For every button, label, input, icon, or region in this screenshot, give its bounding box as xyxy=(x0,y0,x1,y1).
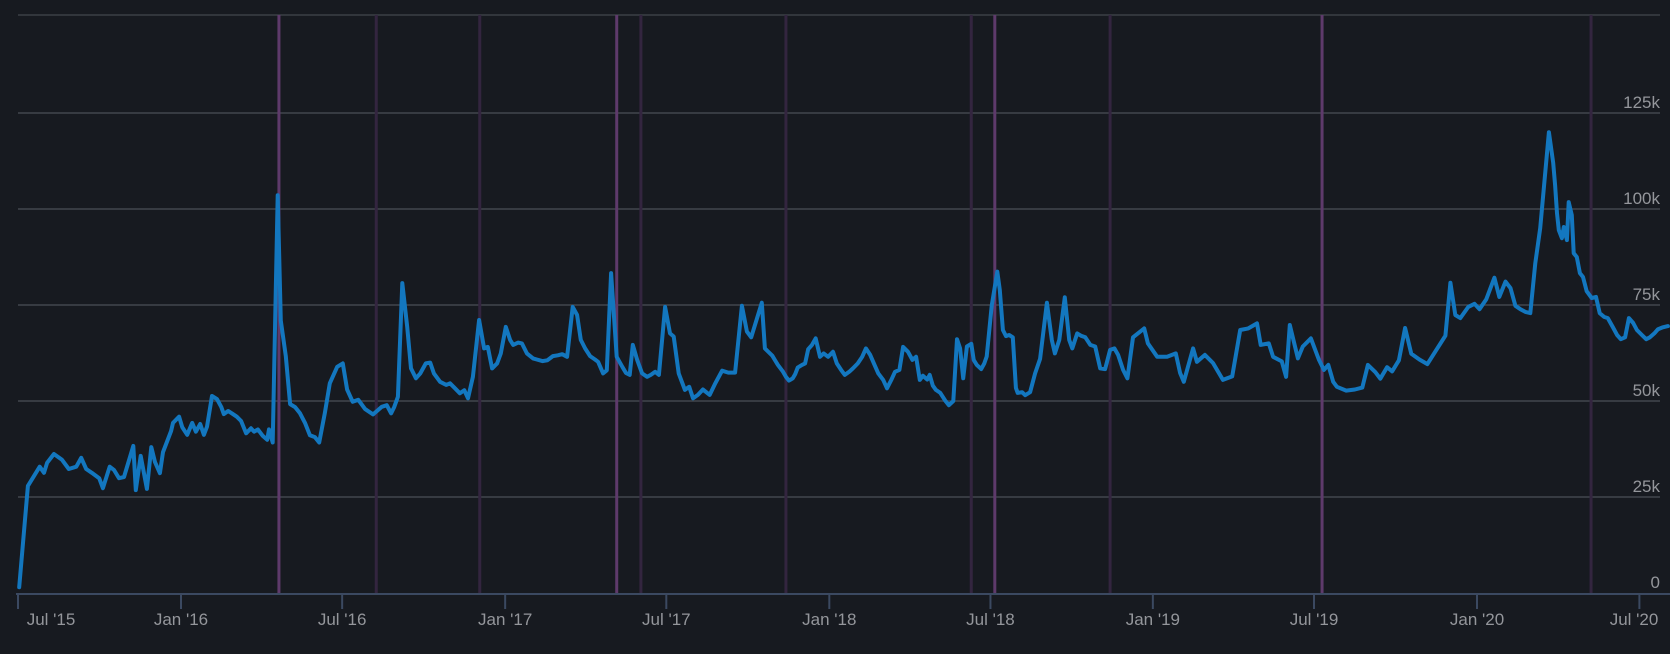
series-line-players xyxy=(17,130,1670,590)
x-axis-label: Jan '16 xyxy=(154,610,208,629)
plot-area[interactable] xyxy=(18,15,1660,594)
y-axis-label: 75k xyxy=(1633,285,1661,304)
x-axis-label: Jul '16 xyxy=(318,610,367,629)
y-axis-label: 100k xyxy=(1623,189,1660,208)
x-axis-label: Jul '17 xyxy=(642,610,691,629)
x-axis-label: Jan '18 xyxy=(802,610,856,629)
y-axis-label: 125k xyxy=(1623,93,1660,112)
x-axis-label: Jul '18 xyxy=(966,610,1015,629)
y-axis-label: 0 xyxy=(1651,573,1660,592)
x-axis-label: Jan '17 xyxy=(478,610,532,629)
y-axis-label: 25k xyxy=(1633,477,1661,496)
x-axis-label: Jul '15 xyxy=(27,610,76,629)
x-axis-label: Jan '20 xyxy=(1450,610,1504,629)
x-axis-label: Jan '19 xyxy=(1126,610,1180,629)
x-axis-label: Jul '19 xyxy=(1290,610,1339,629)
y-axis-label: 50k xyxy=(1633,381,1661,400)
x-axis-label: Jul '20 xyxy=(1610,610,1659,629)
